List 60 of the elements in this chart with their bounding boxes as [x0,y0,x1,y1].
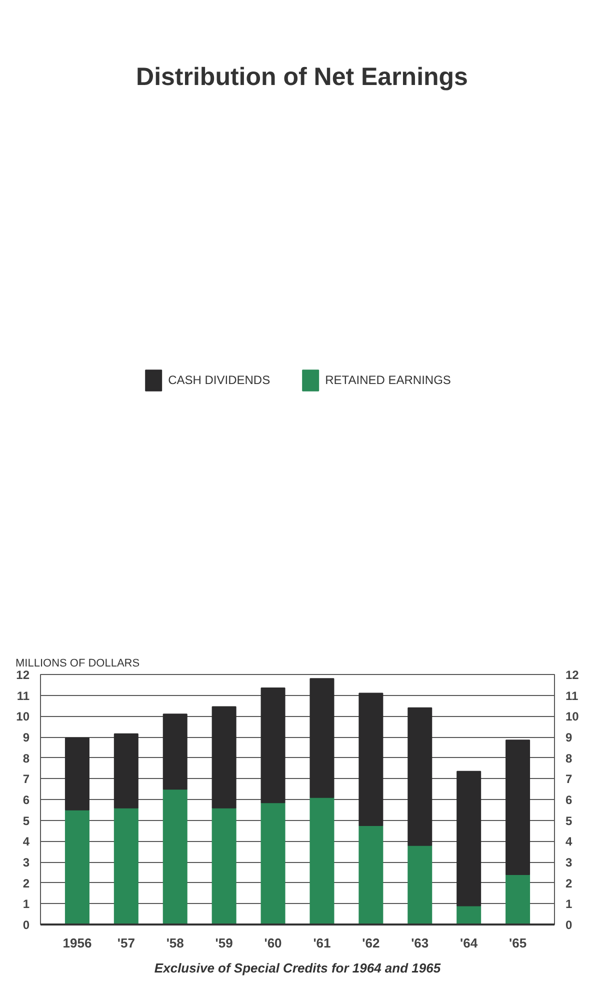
x-tick-label: '61 [313,936,331,950]
text: Exclusive of Special Credits for 1964 and 1965 [154,960,442,976]
bar [408,844,432,924]
y-tick-label: 1 [22,897,30,912]
bar [64,738,90,810]
y-axis-title: MILLIONS OF DOLLARS [16,658,140,670]
x-tick-label: '60 [264,936,282,950]
bar [114,807,138,924]
x-tick-label: '63 [411,936,429,950]
bar [506,874,530,924]
bar [212,807,236,924]
y2-tick-label: 11 [566,688,579,703]
x-tick-label: '65 [509,936,527,950]
y2-tick-label: 5 [566,814,572,828]
bar [114,733,138,808]
chart-title: Distribution of Net Earnings [136,62,468,93]
y2-tick-label: 12 [566,668,580,682]
y-tick-label: 3 [22,856,30,870]
bar [310,796,334,924]
x-tick-label: 1956 [62,936,92,950]
x-tick-label: '58 [166,936,184,950]
y2-tick-label: 0 [566,918,572,932]
bar [456,770,482,906]
bar [162,788,188,924]
y-tick-label: 5 [22,814,30,828]
legend-label: CASH DIVIDENDS [168,372,270,387]
y-tick-label: 7 [22,772,30,786]
bar [260,688,286,804]
y2-tick-label: 4 [566,834,572,849]
y-tick-label: 4 [22,834,30,849]
y2-tick-label: 10 [566,710,580,724]
x-tick-label: '59 [215,936,233,950]
y2-tick-label: 6 [566,793,572,807]
bar [162,714,188,790]
y-tick-label: 6 [22,793,30,807]
bar [310,678,334,798]
y-tick-label: 0 [22,918,30,932]
bar [358,692,384,826]
bar [260,802,286,924]
bar [408,707,432,846]
bar [506,740,530,875]
bar [358,825,384,924]
y2-tick-label: 2 [566,876,572,890]
bar [64,809,90,924]
y2-tick-label: 8 [566,751,572,766]
y2-tick-label: 9 [566,730,572,744]
y2-tick-label: 1 [566,897,572,912]
y-tick-label: 11 [16,688,30,703]
y-tick-label: 12 [16,668,30,682]
legend-label: RETAINED EARNINGS [325,372,451,387]
x-tick-label: '64 [460,936,478,950]
y-tick-label: 9 [22,730,30,744]
y2-tick-label: 7 [566,772,572,786]
y-tick-label: 2 [22,876,30,890]
x-tick-label: '57 [117,936,135,950]
y-tick-label: 10 [16,710,30,724]
y-tick-label: 8 [22,751,30,766]
x-tick-label: '62 [362,936,380,950]
bar [212,706,236,808]
y2-tick-label: 3 [566,856,572,870]
